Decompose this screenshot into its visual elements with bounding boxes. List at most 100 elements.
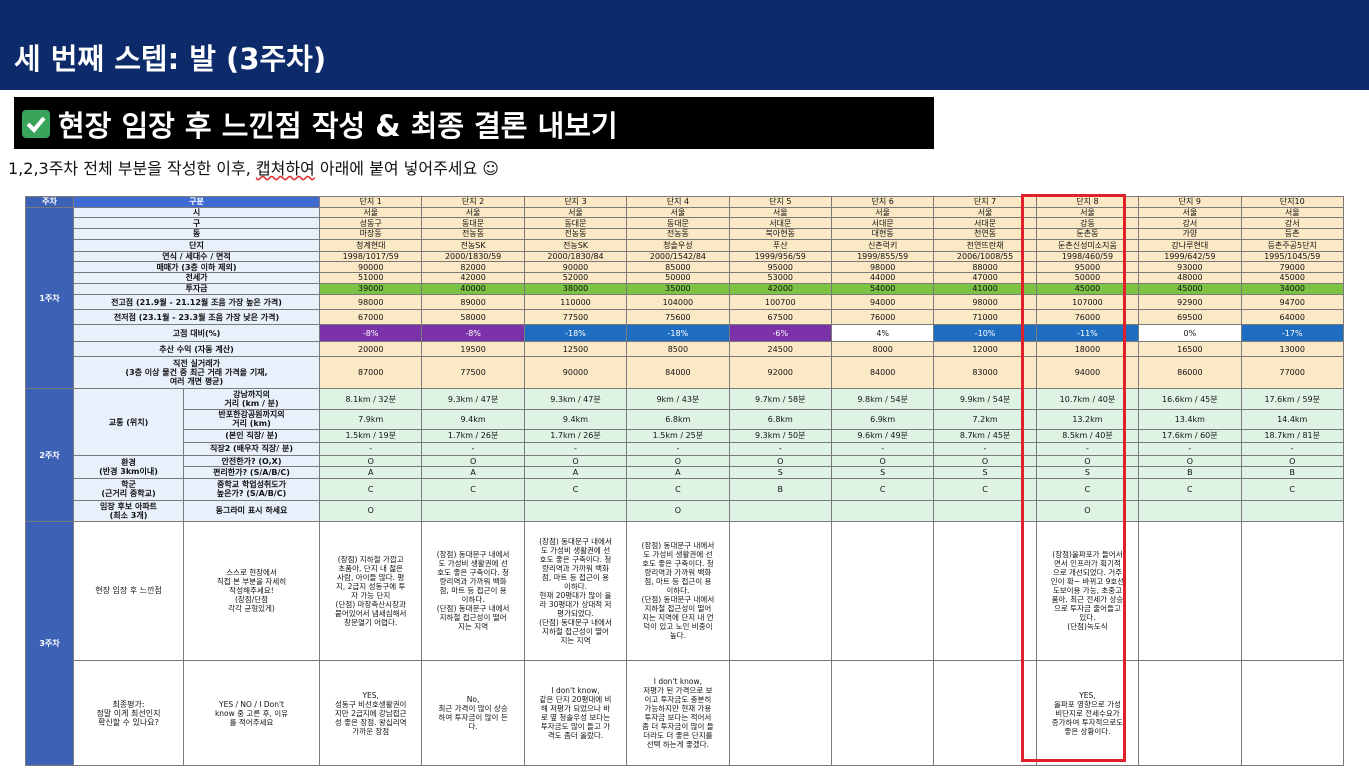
impression-cell (1138, 520, 1242, 662)
row-label: 중학교 학업성취도가 높은가? (S/A/B/C) (182, 478, 321, 501)
week1-row: 동 마장동 전농동 전농동 전농동 북아현동 대현동 천연동 둔촌동 가양 등촌 (26, 228, 1344, 240)
data-cell (1138, 499, 1242, 522)
data-cell: 신촌럭키 (830, 238, 935, 252)
row-label: 강남까지의 거리 (km / 분) (182, 388, 321, 410)
data-cell: 전농동 (523, 228, 628, 240)
data-cell: -10% (933, 324, 1037, 343)
data-cell: 2000/1542/84 (626, 250, 730, 263)
data-cell: 77000 (1240, 356, 1344, 390)
header-complex: 단지 7 (933, 196, 1037, 208)
data-cell: 17.6km / 60분 (1138, 429, 1242, 443)
data-cell: 93000 (1138, 261, 1242, 273)
data-cell: C (1035, 478, 1140, 501)
data-cell: 67500 (728, 309, 832, 326)
week2-row: (본인 직장/ 분) 1.5km / 19분 1.7km / 26분 1.7km / … (26, 429, 1344, 443)
data-cell: 45000 (1035, 282, 1140, 296)
data-cell: 8500 (626, 341, 730, 358)
header-complex: 단지 1 (319, 196, 423, 208)
row-label: 구 (72, 217, 321, 230)
data-cell: C (1240, 478, 1344, 501)
data-cell: 41000 (933, 282, 1037, 296)
week2-row: 편리한가? (S/A/B/C) A A A A S S S S B B (26, 466, 1344, 480)
data-cell: 34000 (1240, 282, 1344, 296)
data-cell: 86000 (1138, 356, 1242, 390)
week1-row: 추산 수익 (자동 계산) 20000 19500 12500 8500 24500 800… (26, 341, 1344, 358)
data-cell: O (728, 454, 832, 468)
data-cell: 7.9km (319, 408, 423, 431)
data-cell: 푸산 (728, 238, 832, 252)
data-cell: B (728, 478, 832, 501)
data-cell: 92900 (1138, 294, 1242, 311)
data-cell: 67000 (319, 309, 423, 326)
section-banner: 현장 임장 후 느낀점 작성 & 최종 결론 내보기 (14, 97, 934, 149)
row-label: 편리한가? (S/A/B/C) (182, 466, 321, 480)
data-cell: 12500 (523, 341, 628, 358)
data-cell: 둔촌신성미소지움 (1035, 238, 1140, 252)
data-cell: 18.7km / 81분 (1240, 429, 1344, 443)
data-cell: 동대문 (626, 217, 730, 230)
data-cell: 서울 (523, 206, 628, 219)
data-cell: 전농동 (626, 228, 730, 240)
data-cell: 75600 (626, 309, 730, 326)
instruction-text: 1,2,3주차 전체 부분을 작성한 이후, 캡쳐하여 아래에 붙여 넣어주세요… (8, 159, 499, 178)
final-evaluation-cell (830, 660, 935, 766)
row-label: (본인 직장/ 분) (182, 429, 321, 443)
final-evaluation-cell: I don't know, 저평가 된 가격으로 보 이고 투자금도 충분히 가능하지… (626, 660, 730, 766)
data-cell: 24500 (728, 341, 832, 358)
header-complex: 단지 2 (421, 196, 525, 208)
header-complex: 단지 5 (728, 196, 832, 208)
data-cell: O (933, 454, 1037, 468)
data-cell: 청계현대 (319, 238, 423, 252)
data-cell: 85000 (626, 261, 730, 273)
data-cell: 92000 (728, 356, 832, 390)
group-label: 학군 (근거리 중학교) (73, 478, 184, 501)
data-cell: 가양 (1138, 228, 1242, 240)
row-label: 전저점 (23.1월 - 23.3월 조음 가장 낮은 가격) (72, 309, 321, 326)
data-cell: 98000 (830, 261, 935, 273)
data-cell: 서울 (933, 206, 1037, 219)
data-cell: C (830, 478, 935, 501)
data-cell: 6.8km (626, 408, 730, 431)
data-cell: 전농SK (421, 238, 525, 252)
data-cell: C (319, 478, 423, 501)
data-cell: 79000 (1240, 261, 1344, 273)
data-cell: C (1138, 478, 1242, 501)
week1-row: 1주차 시 서울 서울 서울 서울 서울 서울 서울 서울 서울 서울 (25, 206, 1344, 390)
data-cell: 강동 (1035, 217, 1140, 230)
data-cell (728, 499, 832, 522)
data-cell: -17% (1240, 324, 1344, 343)
row-label: 동그라미 표시 하세요 (182, 499, 321, 522)
data-cell: A (421, 466, 525, 480)
data-cell: 서울 (1035, 206, 1140, 219)
impression-cell: (장점) 동대문구 내에서 도 가성비 생활권에 선 호도 좋은 구축이다. 청 량리… (523, 520, 628, 662)
data-cell: 9.8km / 54분 (830, 388, 935, 410)
data-cell: 둔촌동 (1035, 228, 1140, 240)
data-cell: O (421, 454, 525, 468)
data-cell: 50000 (1035, 271, 1140, 284)
week3-impression-row: 3주차 현장 임장 후 느낀점 스스로 현장에서 직접 본 부분을 자세히 작성해주세요… (25, 520, 1344, 767)
row-label: 반포한강공원까지의 거리 (km) (182, 408, 321, 431)
data-cell: 서울 (1240, 206, 1344, 219)
header-complex: 단지 4 (626, 196, 730, 208)
week1-row: 구 성동구 동대문 동대문 동대문 서대문 서대문 서대문 강동 강서 강서 (26, 217, 1344, 230)
data-cell: 서울 (830, 206, 935, 219)
data-cell: 서대문 (728, 217, 832, 230)
data-cell: 9.4km (523, 408, 628, 431)
data-cell: 82000 (421, 261, 525, 273)
data-cell: 87000 (319, 356, 423, 390)
data-cell: 전농SK (523, 238, 628, 252)
data-cell: 8.1km / 32분 (319, 388, 423, 410)
data-cell: 1.5km / 25분 (626, 429, 730, 443)
data-cell: 2000/1830/84 (523, 250, 628, 263)
data-cell: 천연동 (933, 228, 1037, 240)
data-cell: 19500 (421, 341, 525, 358)
data-cell: 64000 (1240, 309, 1344, 326)
data-cell: 청솔우성 (626, 238, 730, 252)
row-label: 스스로 현장에서 직접 본 부분을 자세히 작성해주세요! (장점/단점 각각 균형있게… (182, 520, 321, 662)
header-complex: 단지 9 (1138, 196, 1242, 208)
week2-row: 2주차 교통 (위치) 강남까지의 거리 (km / 분) 8.1km / 32분 9.3… (25, 388, 1344, 522)
data-cell: 51000 (319, 271, 423, 284)
week1-row: 투자금 39000 40000 38000 35000 42000 54000 41000 45… (26, 282, 1344, 296)
data-cell: 6.9km (830, 408, 935, 431)
